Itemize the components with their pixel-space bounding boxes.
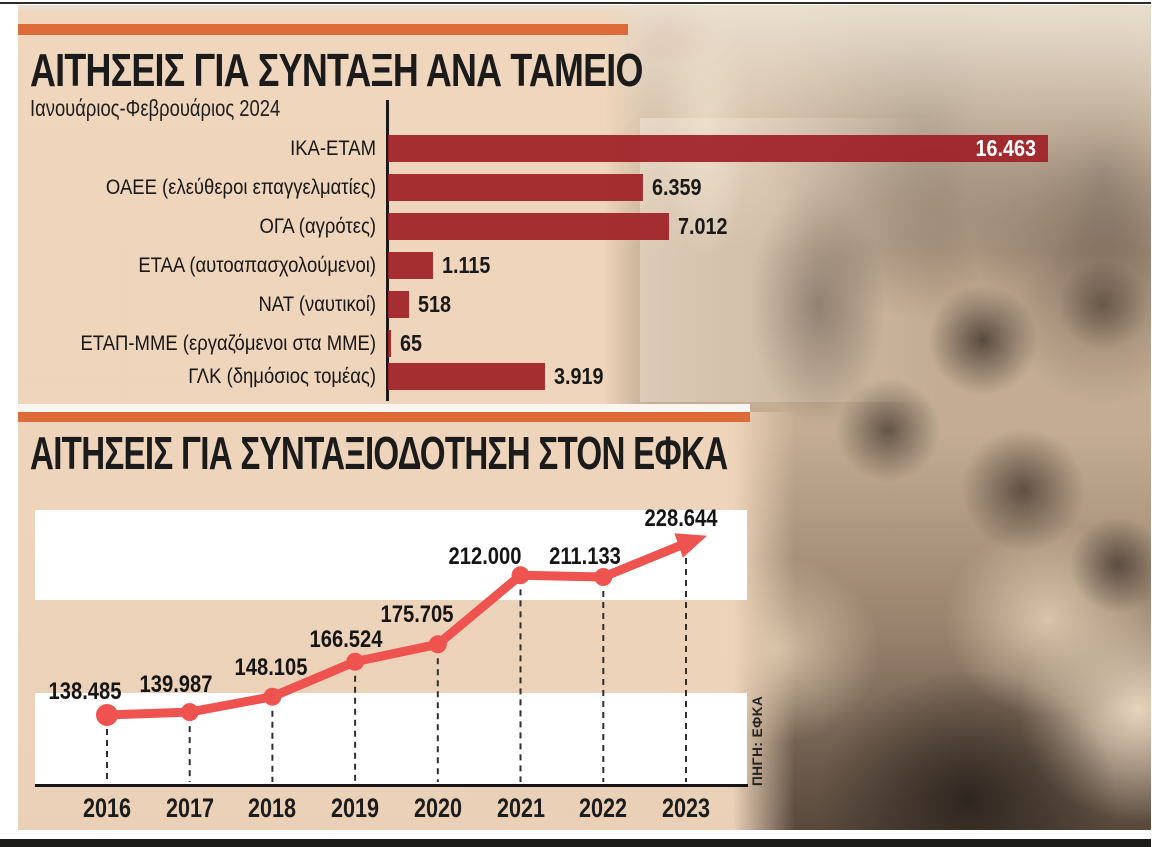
bottom-border-bar (0, 839, 1151, 847)
bar (388, 363, 545, 390)
line-chart-x-axis (35, 784, 748, 787)
bar-category-label: ΕΤΑΑ (αυτοαπασχολούμενοι) (138, 254, 376, 277)
bar-chart-haze-overlay (640, 118, 940, 402)
bar-value-label: 6.359 (652, 174, 702, 200)
bar-category-label: ΟΓΑ (αγρότες) (259, 215, 376, 238)
bar-chart-axis (386, 100, 389, 401)
source-credit: ΠΗΓΗ: ΕΦΚΑ (750, 695, 765, 786)
bar-value-label: 518 (418, 291, 452, 317)
bar (388, 213, 669, 240)
bar (388, 135, 1048, 162)
bar (388, 291, 409, 318)
section2-accent-bar (18, 412, 750, 422)
bar-category-label: ΝΑΤ (ναυτικοί) (258, 293, 376, 316)
bar (388, 330, 391, 357)
bar-value-label: 16.463 (975, 135, 1036, 161)
bar-category-label: ΓΛΚ (δημόσιος τομέας) (188, 365, 376, 388)
bar-value-label: 1.115 (442, 252, 491, 278)
bar-chart-panel (18, 11, 648, 404)
bar-value-label: 3.919 (554, 363, 604, 389)
bar-category-label: ΟΑΕΕ (ελεύθεροι επαγγελματίες) (105, 176, 377, 199)
bar (388, 174, 643, 201)
line-chart-title: ΑΙΤΗΣΕΙΣ ΓΙΑ ΣΥΝΤΑΞΙΟΔΟΤΗΣΗ ΣΤΟΝ ΕΦΚΑ (30, 427, 728, 479)
bar-value-label: 7.012 (678, 213, 728, 239)
bar-chart-subtitle: Ιανουάριος-Φεβρουάριος 2024 (30, 95, 281, 121)
section1-accent-bar (18, 24, 628, 35)
bar-category-label: ΕΤΑΠ-ΜΜΕ (εργαζόμενοι στα ΜΜΕ) (80, 332, 376, 355)
top-border-line (0, 2, 1151, 4)
bar (388, 252, 433, 279)
bar-category-label: ΙΚΑ-ΕΤΑΜ (290, 137, 376, 160)
line-chart-white-band-bottom (35, 693, 747, 784)
section-divider-gap (18, 404, 750, 412)
bar-value-label: 65 (400, 330, 423, 356)
bar-chart-title: ΑΙΤΗΣΕΙΣ ΓΙΑ ΣΥΝΤΑΞΗ ΑΝΑ ΤΑΜΕΙΟ (30, 44, 643, 96)
line-chart-white-band-top (35, 510, 747, 600)
